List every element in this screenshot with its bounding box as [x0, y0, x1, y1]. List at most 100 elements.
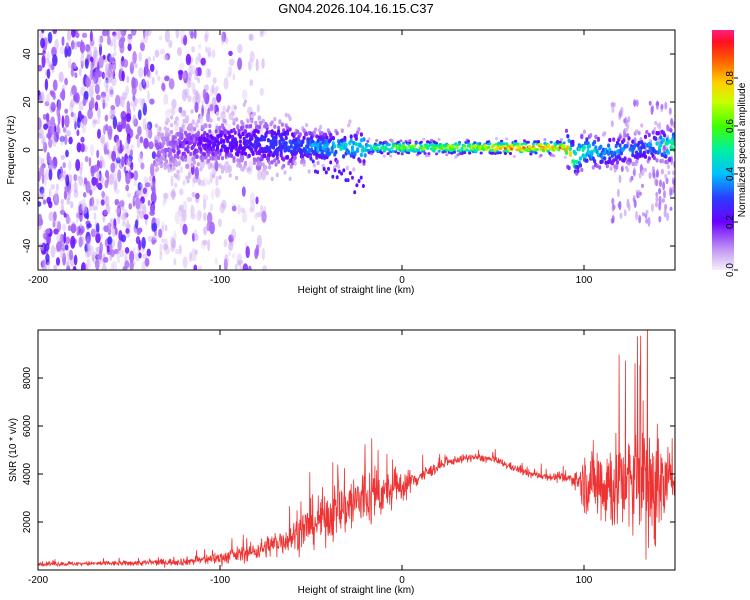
- heatmap-cell: [426, 146, 430, 150]
- heatmap-cell: [126, 75, 130, 84]
- heatmap-cell: [247, 58, 254, 71]
- heatmap-cell: [46, 151, 51, 164]
- heatmap-cell: [168, 147, 172, 152]
- heatmap-cell: [348, 171, 352, 176]
- heatmap-cell: [205, 67, 210, 79]
- heatmap-cell: [108, 109, 114, 119]
- heatmap-cell: [186, 144, 190, 150]
- heatmap-cell: [90, 245, 95, 257]
- heatmap-cell: [204, 33, 209, 43]
- heatmap-cell: [78, 225, 81, 234]
- heatmap-cell: [672, 121, 675, 129]
- heatmap-cell: [607, 159, 611, 165]
- heatmap-cell: [40, 37, 46, 49]
- heatmap-cell: [74, 40, 78, 50]
- heatmap-cell: [40, 91, 45, 103]
- heatmap-cell: [663, 133, 667, 138]
- heatmap-cell: [667, 170, 671, 175]
- heatmap-cell: [129, 62, 134, 75]
- heatmap-cell: [106, 94, 110, 103]
- heatmap-cell: [130, 161, 134, 171]
- heatmap-cell: [666, 164, 671, 169]
- heatmap-cell: [52, 79, 58, 92]
- heatmap-cell: [50, 102, 56, 112]
- heatmap-cell: [654, 136, 658, 141]
- heatmap-cell: [108, 86, 114, 98]
- heatmap-cell: [293, 155, 297, 160]
- heatmap-cell: [414, 141, 418, 145]
- heatmap-cell: [611, 197, 615, 205]
- heatmap-cell: [285, 131, 290, 136]
- heatmap-cell: [181, 209, 187, 222]
- heatmap-cell: [670, 141, 674, 146]
- heatmap-cell: [38, 220, 42, 230]
- heatmap-cell: [631, 152, 635, 158]
- heatmap-cell: [85, 238, 90, 248]
- heatmap-cell: [78, 67, 82, 77]
- heatmap-cell: [106, 172, 110, 185]
- heatmap-cell: [316, 138, 320, 144]
- heatmap-cell: [218, 125, 222, 131]
- heatmap-cell: [147, 121, 153, 130]
- heatmap-cell: [651, 130, 655, 135]
- heatmap-cell: [147, 56, 152, 62]
- heatmap-cell: [90, 97, 95, 109]
- heatmap-cell: [67, 225, 72, 232]
- heatmap-cell: [190, 204, 195, 217]
- heatmap-cell: [73, 189, 79, 199]
- heatmap-cell: [478, 142, 482, 146]
- heatmap-cell: [534, 151, 538, 155]
- heatmap-cell: [172, 145, 176, 150]
- heatmap-cell: [238, 139, 242, 144]
- heatmap-cell: [171, 188, 176, 201]
- heatmap-cell: [197, 77, 200, 84]
- snr-panel: -200 -100 0 100 8000 6000 4000 2000 Height of s…: [8, 329, 676, 596]
- heatmap-cell: [117, 169, 122, 182]
- heatmap-cell: [562, 143, 566, 147]
- heatmap-cell: [164, 109, 171, 118]
- heatmap-cell: [620, 165, 624, 171]
- heatmap-cell: [38, 128, 44, 139]
- heatmap-cell: [358, 159, 362, 164]
- heatmap-cell: [86, 212, 89, 220]
- heatmap-cell: [624, 144, 629, 149]
- heatmap-cell: [349, 134, 353, 139]
- heatmap-cell: [116, 150, 120, 161]
- heatmap-cell: [576, 168, 580, 174]
- heatmap-cell: [102, 209, 108, 217]
- heatmap-cell: [59, 91, 66, 100]
- heatmap-cell: [581, 153, 585, 158]
- heatmap-cell: [578, 144, 583, 149]
- heatmap-cell: [112, 116, 118, 130]
- heatmap-cell: [468, 143, 472, 147]
- heatmap-cell: [183, 70, 189, 84]
- heatmap-cell: [131, 76, 136, 90]
- heatmap-cell: [636, 152, 640, 157]
- heatmap-cell: [116, 139, 121, 152]
- heatmap-cell: [189, 252, 192, 263]
- heatmap-cell: [105, 195, 110, 207]
- heatmap-cell: [85, 44, 91, 52]
- heatmap-cell: [84, 156, 89, 163]
- heatmap-cell: [140, 196, 145, 204]
- heatmap-cell: [95, 50, 99, 58]
- heatmap-cell: [664, 154, 668, 159]
- heatmap-cell: [655, 201, 658, 208]
- heatmap-cell: [190, 64, 196, 75]
- heatmap-cell: [134, 219, 139, 229]
- heatmap-cell: [214, 160, 219, 172]
- heatmap-cell: [129, 149, 133, 157]
- heatmap-cell: [568, 146, 573, 151]
- heatmap-cell: [591, 165, 595, 170]
- heatmap-cell: [285, 154, 290, 160]
- heatmap-cell: [508, 152, 513, 155]
- heatmap-cell: [39, 186, 45, 195]
- heatmap-cell: [66, 130, 71, 137]
- heatmap-cell: [146, 248, 151, 257]
- heatmap-cell: [260, 30, 264, 34]
- heatmap-cell: [127, 33, 133, 40]
- heatmap-cell: [612, 158, 616, 163]
- heatmap-cell: [232, 156, 236, 161]
- heatmap-cell: [66, 261, 70, 268]
